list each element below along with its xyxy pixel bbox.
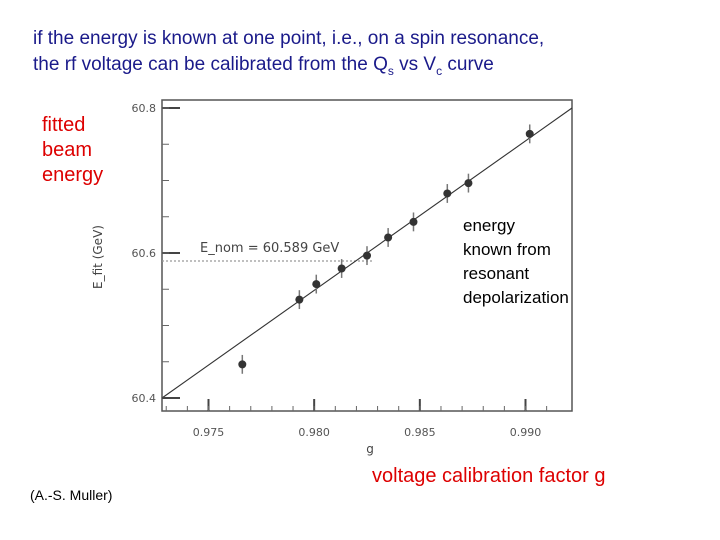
energy-known-note: energy known from resonant depolarizatio… <box>463 214 569 310</box>
note-line-3: resonant <box>463 264 530 283</box>
data-point <box>295 295 304 304</box>
x-tick-label: 0.980 <box>298 426 330 439</box>
data-point <box>525 129 534 138</box>
data-point <box>337 264 346 273</box>
note-line-1: energy <box>463 216 515 235</box>
title-line-2-mid: vs V <box>393 54 437 75</box>
subscript-c: c <box>436 63 443 78</box>
y-axis-label: E_fit (GeV) <box>91 225 105 289</box>
voltage-calibration-label: voltage calibration factor g <box>372 464 605 489</box>
x-ticks: 0.975 0.980 0.985 0.990 <box>165 399 548 439</box>
fitted-label-line-1: fitted <box>42 114 86 136</box>
x-tick-label: 0.990 <box>510 426 542 439</box>
note-line-2: known from <box>463 240 551 259</box>
nominal-energy-annotation: E_nom = 60.589 GeV <box>200 241 339 256</box>
note-line-4: depolarization <box>463 288 569 307</box>
y-tick-label: 60.4 <box>132 392 157 405</box>
x-axis-label: g <box>366 442 374 456</box>
data-point <box>238 360 247 369</box>
title-line-2-pre: the rf voltage can be calibrated from th… <box>33 54 388 75</box>
data-point <box>384 233 393 242</box>
title-line-2-post: curve <box>442 54 494 75</box>
plot-frame <box>161 99 573 412</box>
data-point <box>443 189 452 198</box>
data-point <box>464 179 473 188</box>
y-ticks: 60.4 60.6 60.8 <box>132 102 180 405</box>
x-tick-label: 0.975 <box>193 426 225 439</box>
data-point <box>363 251 371 260</box>
y-tick-label: 60.6 <box>132 247 157 260</box>
fitted-energy-label: fitted beam energy <box>42 113 103 188</box>
data-points <box>238 124 534 374</box>
subscript-s: s <box>387 63 394 78</box>
fitted-label-line-3: energy <box>42 164 104 186</box>
voltage-label-text: voltage calibration factor g <box>372 465 606 487</box>
slide-title: if the energy is known at one point, i.e… <box>33 26 544 84</box>
author-credit: (A.-S. Muller) <box>30 487 113 503</box>
title-line-1: if the energy is known at one point, i.e… <box>33 28 545 49</box>
data-point <box>312 280 321 289</box>
title-line-2: the rf voltage can be calibrated from th… <box>33 52 544 84</box>
data-point <box>409 217 418 226</box>
y-tick-label: 60.8 <box>132 102 157 115</box>
x-tick-label: 0.985 <box>404 426 436 439</box>
fitted-label-line-2: beam <box>42 139 93 161</box>
